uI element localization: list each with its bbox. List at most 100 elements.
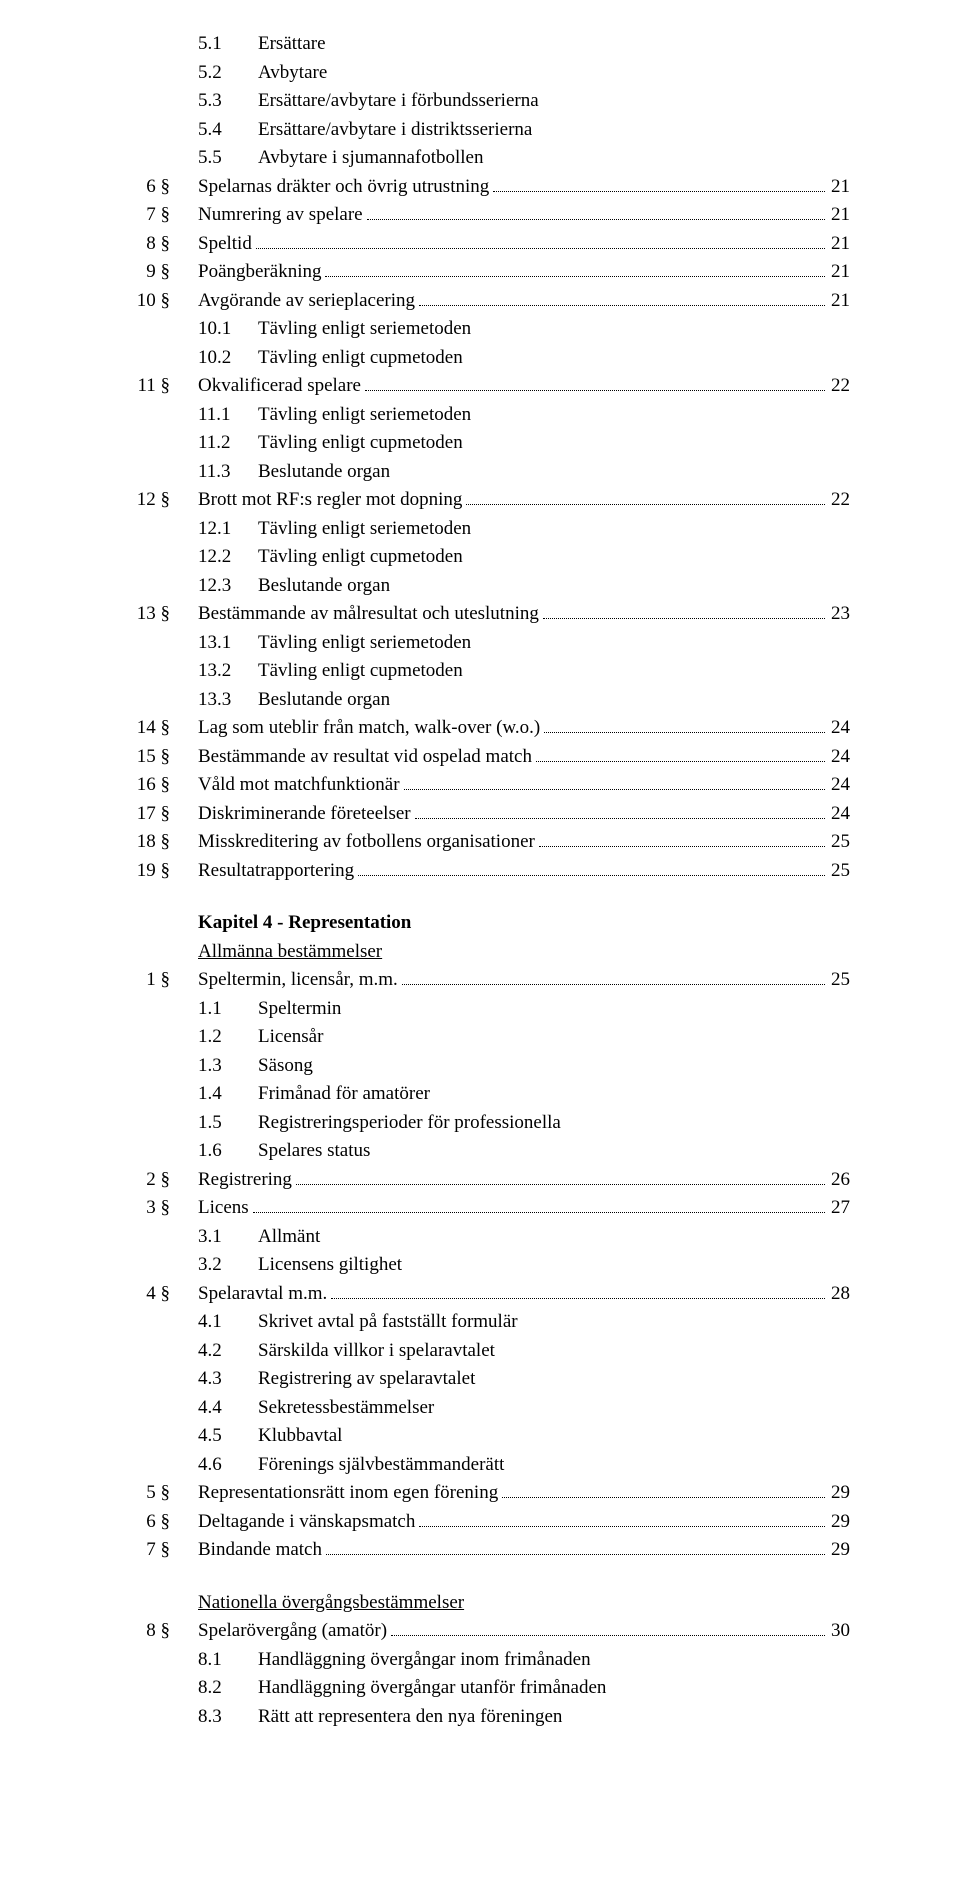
toc-sub-num: 13.3	[198, 686, 258, 715]
toc-leader	[415, 818, 825, 819]
toc-sub-num: 12.2	[198, 543, 258, 572]
toc-ref: 14 §	[110, 714, 198, 743]
toc-title: Resultatrapportering	[198, 857, 354, 886]
toc-sub-num: 1.4	[198, 1080, 258, 1109]
toc-title: Numrering av spelare	[198, 201, 363, 230]
toc-sub-row: 12.3 Beslutande organ	[110, 572, 850, 601]
toc-sub-row: 8.1 Handläggning övergångar inom frimåna…	[110, 1646, 850, 1675]
toc-page: 21	[829, 287, 850, 316]
toc-sub-row: 1.6 Spelares status	[110, 1137, 850, 1166]
toc-sub-row: 11.1 Tävling enligt seriemetoden	[110, 401, 850, 430]
toc-title: Representationsrätt inom egen förening	[198, 1479, 498, 1508]
toc-row: 18 § Misskreditering av fotbollens organ…	[110, 828, 850, 857]
toc-sub-num: 5.5	[198, 144, 258, 173]
toc-sub-num: 5.4	[198, 116, 258, 145]
toc-sub-num: 1.3	[198, 1052, 258, 1081]
toc-title: Licens	[198, 1194, 249, 1223]
chapter-heading: Kapitel 4 - Representation	[110, 909, 850, 938]
toc-sub-title: Särskilda villkor i spelaravtalet	[258, 1337, 495, 1366]
toc-ref: 8 §	[110, 1617, 198, 1646]
toc-page: 24	[829, 743, 850, 772]
toc-ref: 4 §	[110, 1280, 198, 1309]
toc-ref: 6 §	[110, 1508, 198, 1537]
toc-leader	[391, 1635, 825, 1636]
toc-row: 8 § Speltid 21	[110, 230, 850, 259]
toc-ref: 17 §	[110, 800, 198, 829]
toc-page: 21	[829, 201, 850, 230]
toc-title: Våld mot matchfunktionär	[198, 771, 400, 800]
toc-sub-title: Beslutande organ	[258, 458, 390, 487]
toc-row: 13 § Bestämmande av målresultat och utes…	[110, 600, 850, 629]
toc-leader	[466, 504, 825, 505]
toc-leader	[365, 390, 825, 391]
toc-sub-num: 13.2	[198, 657, 258, 686]
toc-sub-row: 3.1 Allmänt	[110, 1223, 850, 1252]
toc-sub-title: Tävling enligt cupmetoden	[258, 344, 463, 373]
toc-sub-row: 1.2 Licensår	[110, 1023, 850, 1052]
toc-page: 28	[829, 1280, 850, 1309]
toc-sub-row: 5.1 Ersättare	[110, 30, 850, 59]
toc-page: 21	[829, 173, 850, 202]
toc-sub-title: Tävling enligt cupmetoden	[258, 429, 463, 458]
toc-title: Brott mot RF:s regler mot dopning	[198, 486, 462, 515]
toc-title: Okvalificerad spelare	[198, 372, 361, 401]
document-page: 5.1 Ersättare 5.2 Avbytare 5.3 Ersättare…	[0, 0, 960, 1900]
toc-sub-num: 1.5	[198, 1109, 258, 1138]
toc-sub-num: 4.3	[198, 1365, 258, 1394]
toc-sub-row: 8.2 Handläggning övergångar utanför frim…	[110, 1674, 850, 1703]
toc-sub-row: 4.1 Skrivet avtal på fastställt formulär	[110, 1308, 850, 1337]
toc-title: Bestämmande av resultat vid ospelad matc…	[198, 743, 532, 772]
toc-sub-row: 4.2 Särskilda villkor i spelaravtalet	[110, 1337, 850, 1366]
toc-sub-row: 13.1 Tävling enligt seriemetoden	[110, 629, 850, 658]
toc-sub-num: 5.1	[198, 30, 258, 59]
toc-row: 6 § Spelarnas dräkter och övrig utrustni…	[110, 173, 850, 202]
toc-sub-row: 13.3 Beslutande organ	[110, 686, 850, 715]
toc-leader	[544, 732, 825, 733]
toc-row: 7 § Bindande match 29	[110, 1536, 850, 1565]
toc-sub-row: 10.1 Tävling enligt seriemetoden	[110, 315, 850, 344]
toc-sub-num: 4.6	[198, 1451, 258, 1480]
toc-ref: 7 §	[110, 1536, 198, 1565]
toc-sub-title: Förenings självbestämmanderätt	[258, 1451, 504, 1480]
toc-row: 19 § Resultatrapportering 25	[110, 857, 850, 886]
toc-sub-num: 5.3	[198, 87, 258, 116]
toc-row: 2 § Registrering 26	[110, 1166, 850, 1195]
toc-sub-title: Ersättare/avbytare i distriktsserierna	[258, 116, 532, 145]
toc-ref: 15 §	[110, 743, 198, 772]
toc-sub-row: 1.1 Speltermin	[110, 995, 850, 1024]
toc-sub-row: 5.3 Ersättare/avbytare i förbundsseriern…	[110, 87, 850, 116]
toc-sub-num: 1.1	[198, 995, 258, 1024]
toc-ref: 10 §	[110, 287, 198, 316]
toc-leader	[256, 248, 825, 249]
toc-page: 29	[829, 1479, 850, 1508]
toc-sub-row: 1.3 Säsong	[110, 1052, 850, 1081]
toc-title: Lag som uteblir från match, walk-over (w…	[198, 714, 540, 743]
toc-sub-title: Tävling enligt seriemetoden	[258, 401, 471, 430]
toc-title: Diskriminerande företeelser	[198, 800, 411, 829]
section-heading: Nationella övergångsbestämmelser	[110, 1589, 850, 1618]
toc-title: Misskreditering av fotbollens organisati…	[198, 828, 535, 857]
toc-sub-num: 3.2	[198, 1251, 258, 1280]
toc-sub-row: 3.2 Licensens giltighet	[110, 1251, 850, 1280]
toc-row: 12 § Brott mot RF:s regler mot dopning 2…	[110, 486, 850, 515]
toc-row: 9 § Poängberäkning 21	[110, 258, 850, 287]
toc-sub-row: 12.2 Tävling enligt cupmetoden	[110, 543, 850, 572]
toc-title: Deltagande i vänskapsmatch	[198, 1508, 415, 1537]
toc-ref: 1 §	[110, 966, 198, 995]
toc-sub-row: 4.3 Registrering av spelaravtalet	[110, 1365, 850, 1394]
toc-leader	[253, 1212, 825, 1213]
toc-row: 15 § Bestämmande av resultat vid ospelad…	[110, 743, 850, 772]
toc-sub-row: 1.4 Frimånad för amatörer	[110, 1080, 850, 1109]
toc-sub-num: 4.1	[198, 1308, 258, 1337]
toc-sub-row: 4.6 Förenings självbestämmanderätt	[110, 1451, 850, 1480]
toc-row: 17 § Diskriminerande företeelser 24	[110, 800, 850, 829]
toc-leader	[325, 276, 825, 277]
toc-ref: 18 §	[110, 828, 198, 857]
toc-title: Spelaravtal m.m.	[198, 1280, 327, 1309]
toc-sub-num: 1.2	[198, 1023, 258, 1052]
toc-sub-title: Tävling enligt seriemetoden	[258, 315, 471, 344]
toc-sub-title: Avbytare i sjumannafotbollen	[258, 144, 483, 173]
toc-sub-num: 13.1	[198, 629, 258, 658]
toc-page: 21	[829, 230, 850, 259]
toc-row: 1 § Speltermin, licensår, m.m. 25	[110, 966, 850, 995]
